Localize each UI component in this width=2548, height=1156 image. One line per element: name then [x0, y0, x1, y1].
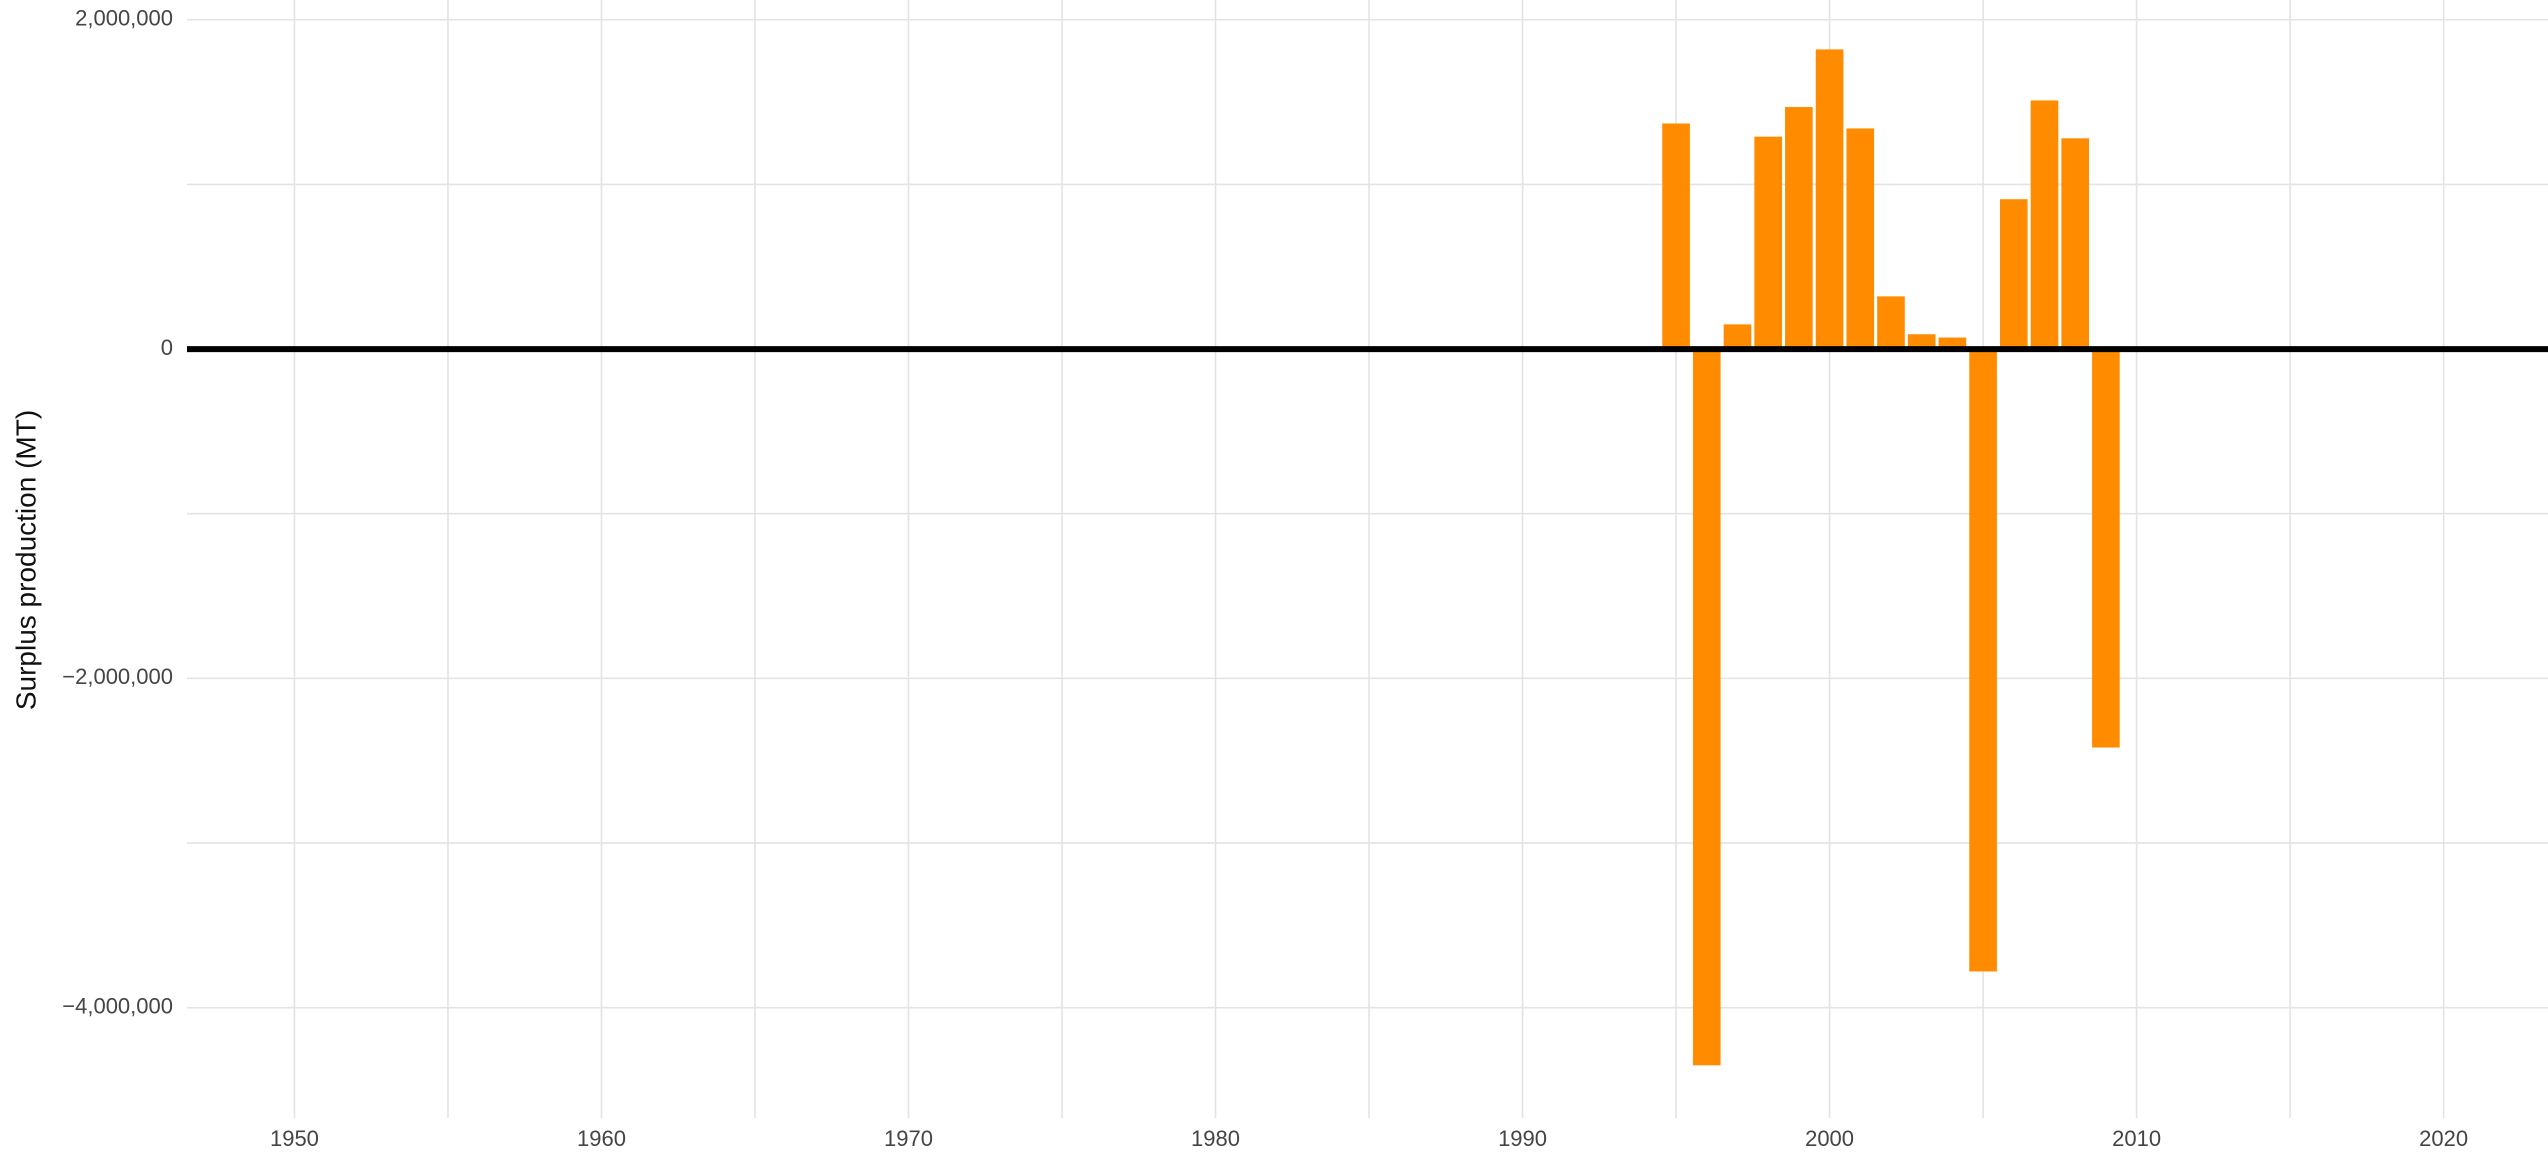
bar: [1969, 349, 1997, 972]
bar: [1907, 334, 1936, 350]
bar: [1754, 136, 1782, 350]
y-tick-label: 2,000,000: [75, 6, 173, 31]
bar: [1815, 49, 1844, 350]
x-tick-label: 1990: [1498, 1126, 1547, 1151]
bar: [1785, 107, 1813, 350]
bar: [2030, 100, 2059, 350]
y-tick-label: 0: [161, 335, 173, 360]
x-tick-label: 1960: [577, 1126, 626, 1151]
y-tick-label: −2,000,000: [62, 664, 173, 689]
bar: [1877, 296, 1905, 350]
bar: [2092, 349, 2120, 748]
bar: [2061, 138, 2090, 350]
x-tick-label: 2010: [2112, 1126, 2161, 1151]
bar: [1999, 199, 2028, 350]
bar: [1723, 324, 1752, 350]
x-tick-label: 1950: [270, 1126, 319, 1151]
y-tick-label: −4,000,000: [62, 993, 173, 1018]
bar: [1692, 349, 1721, 1066]
x-tick-label: 1980: [1191, 1126, 1240, 1151]
x-tick-label: 2000: [1805, 1126, 1854, 1151]
bar: [1662, 123, 1690, 350]
y-axis-label: Surplus production (MT): [10, 410, 41, 710]
x-tick-label: 1970: [884, 1126, 933, 1151]
x-tick-label: 2020: [2419, 1126, 2468, 1151]
bar: [1938, 337, 1967, 350]
bar: [1846, 128, 1875, 350]
